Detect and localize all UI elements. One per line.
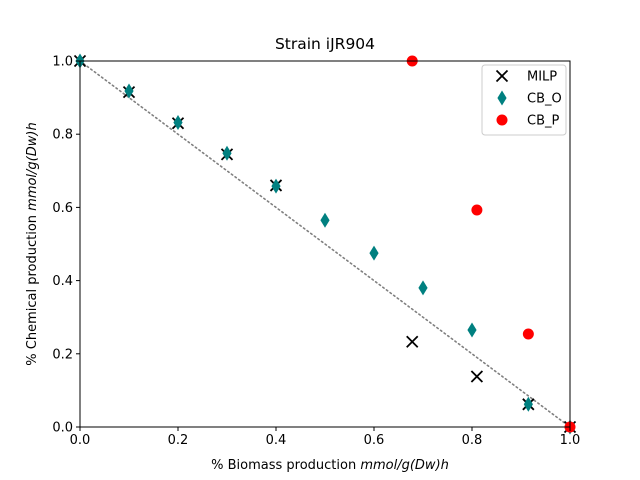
x-tick-label: 0.6 [364,433,385,448]
point-cb-o [369,245,379,261]
x-tick-label: 0.2 [168,433,189,448]
point-milp [470,370,484,383]
point-cb-o [523,396,533,412]
y-tick-label: 0.2 [52,347,73,362]
y-tick-label: 0.8 [52,128,73,143]
legend-label-cb-p: CB_P [527,114,559,129]
y-axis: 0.0 0.2 0.4 0.6 0.8 1.0 [52,55,80,436]
point-milp [406,335,419,348]
legend-label-milp: MILP [527,70,557,85]
x-axis-label: % Biomass production mmol/g(Dw)h [211,458,449,473]
x-axis-label-text: % Biomass production [211,458,360,473]
point-cb-o [124,83,134,99]
y-axis-label-text: % Chemical production [25,211,40,366]
point-cb-o [222,145,232,161]
reference-line [79,60,571,428]
x-tick-label: 0.4 [266,433,287,448]
point-cb-o [271,178,281,194]
point-cb-p [471,204,483,216]
y-tick-label: 1.0 [52,55,73,70]
point-cb-o [320,212,330,228]
legend-marker-milp [495,69,509,83]
y-tick-label: 0.4 [52,274,73,289]
legend: MILP CB_O CB_P [481,64,567,136]
y-tick-label: 0.6 [52,201,73,216]
point-cb-o [173,114,183,130]
point-cb-o [418,280,428,296]
point-cb-p [522,328,534,340]
x-tick-label: 0.8 [462,433,483,448]
x-tick-label: 0.0 [70,433,91,448]
y-tick-label: 0.0 [52,421,73,436]
point-cb-o [467,322,477,338]
x-axis-label-units: mmol/g(Dw)h [360,458,449,473]
legend-marker-cb-p [496,114,508,126]
legend-marker-cb-o [497,90,507,106]
y-axis-label: % Chemical production mmol/g(Dw)h [25,122,40,365]
chart-title: Strain iJR904 [275,35,375,53]
x-tick-label: 1.0 [560,433,581,448]
plot-area [73,53,577,435]
plot-frame [79,60,571,428]
x-axis: 0.0 0.2 0.4 0.6 0.8 1.0 [70,427,581,448]
legend-label-cb-o: CB_O [527,92,562,107]
y-axis-label-units: mmol/g(Dw)h [25,122,40,211]
